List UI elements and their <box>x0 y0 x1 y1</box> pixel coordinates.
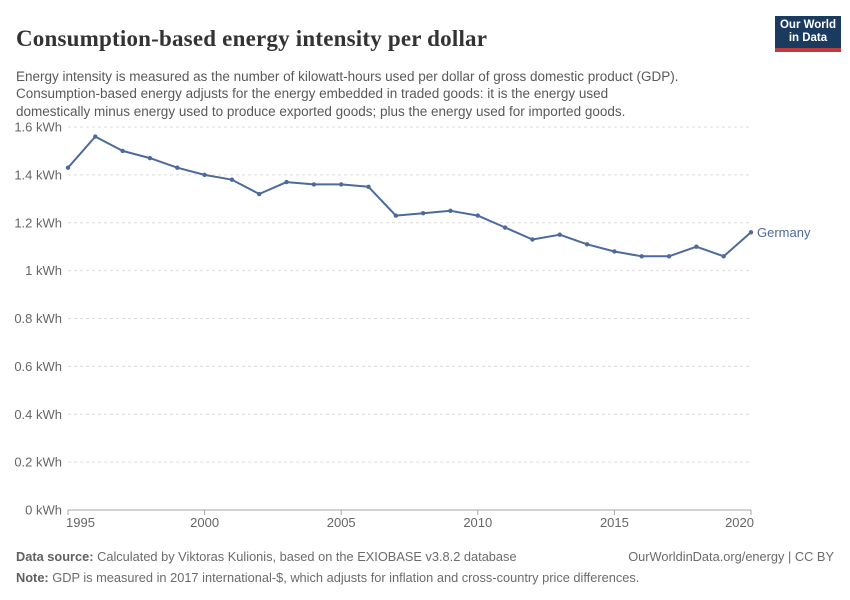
x-tick-label: 2010 <box>463 515 492 530</box>
owid-logo[interactable]: Our World in Data <box>774 16 841 52</box>
y-tick-label: 0.2 kWh <box>14 455 62 470</box>
data-line[interactable] <box>67 135 752 258</box>
y-tick-label: 1.6 kWh <box>14 120 62 135</box>
data-point[interactable] <box>721 254 726 259</box>
data-point[interactable] <box>557 232 562 237</box>
data-point[interactable] <box>694 244 699 249</box>
data-point[interactable] <box>666 254 672 259</box>
y-tick-label: 1.2 kWh <box>14 215 62 230</box>
x-tick-label: 1995 <box>66 515 95 530</box>
y-tick-label: 0.4 kWh <box>14 407 62 422</box>
data-point[interactable] <box>93 134 98 139</box>
x-tick-label: 2015 <box>600 515 629 530</box>
data-point[interactable] <box>502 225 508 230</box>
note-text: GDP is measured in 2017 international-$,… <box>48 570 640 586</box>
data-point[interactable] <box>448 208 453 213</box>
chart-footer: Data source: Calculated by Viktoras Kuli… <box>16 549 834 587</box>
data-point[interactable] <box>257 191 262 197</box>
data-point[interactable] <box>393 213 399 218</box>
y-tick-label: 1.4 kWh <box>14 167 62 182</box>
data-point[interactable] <box>284 179 289 185</box>
entity-label: Germany <box>757 225 811 240</box>
data-point[interactable] <box>311 182 317 187</box>
data-point[interactable] <box>639 254 644 259</box>
line-chart: 0 kWh 0.2 kWh 0.4 kWh 0.6 kWh 0.8 kWh 1 kWh 1.… <box>14 120 811 531</box>
y-tick-label: 1 kWh <box>25 263 62 278</box>
attribution-link[interactable]: OurWorldinData.org/energy | CC BY <box>628 548 834 564</box>
data-point[interactable] <box>530 237 535 242</box>
y-tick-label: 0.6 kWh <box>14 359 62 374</box>
note-label: Note: <box>16 570 49 586</box>
data-source-label: Data source: <box>16 548 94 564</box>
x-tick-label: 2000 <box>190 515 219 530</box>
y-tick-label: 0.8 kWh <box>14 311 62 326</box>
data-point[interactable] <box>202 172 207 178</box>
data-point[interactable] <box>475 213 480 218</box>
data-point[interactable] <box>612 249 617 254</box>
data-point[interactable] <box>147 155 153 161</box>
note-line: Note: GDP is measured in 2017 internatio… <box>16 570 834 587</box>
data-point[interactable] <box>366 184 371 190</box>
data-source-text: Calculated by Viktoras Kulionis, based o… <box>93 548 517 564</box>
data-point[interactable] <box>339 182 344 187</box>
data-point[interactable] <box>748 230 754 235</box>
data-point[interactable] <box>584 242 590 247</box>
data-source-line: Data source: Calculated by Viktoras Kuli… <box>16 549 517 566</box>
x-tick-label: 2005 <box>327 515 356 530</box>
y-tick-label: 0 kWh <box>25 503 62 518</box>
data-point[interactable] <box>120 148 125 154</box>
data-point[interactable] <box>229 177 235 182</box>
x-tick-label: 2020 <box>725 515 754 530</box>
data-point[interactable] <box>175 165 180 170</box>
data-point[interactable] <box>65 165 71 170</box>
chart-subtitle: Energy intensity is measured as the numb… <box>16 68 679 119</box>
page-title: Consumption-based energy intensity per d… <box>16 26 488 52</box>
data-point[interactable] <box>420 210 426 216</box>
